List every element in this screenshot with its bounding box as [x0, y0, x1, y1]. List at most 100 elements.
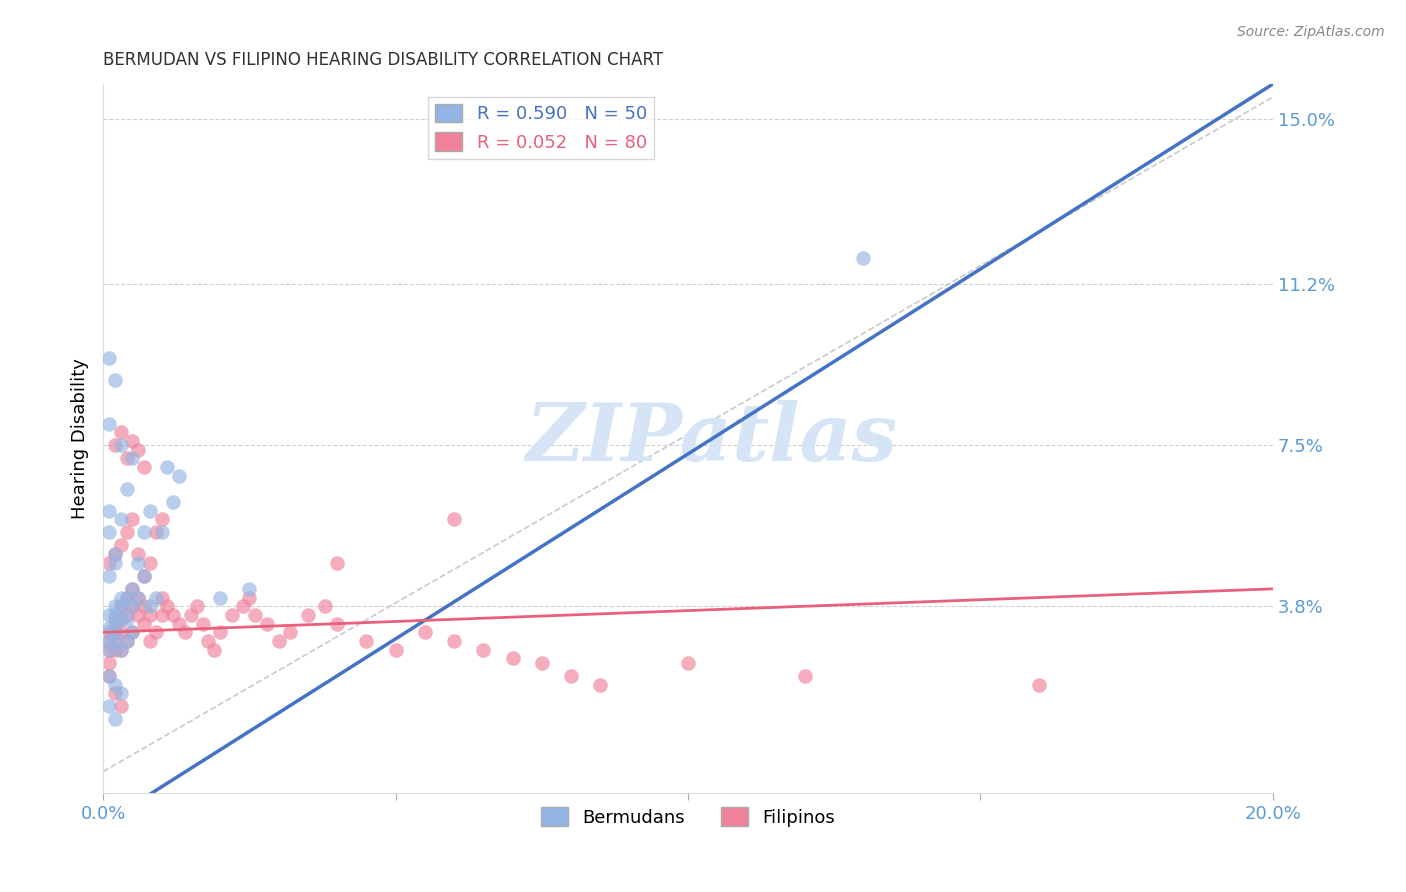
Point	[139, 503, 162, 517]
Point	[98, 607, 121, 622]
Point	[115, 607, 138, 622]
Text: BERMUDAN VS FILIPINO HEARING DISABILITY CORRELATION CHART: BERMUDAN VS FILIPINO HEARING DISABILITY …	[103, 51, 664, 69]
Point	[127, 591, 149, 605]
Point	[98, 669, 121, 683]
Point	[238, 591, 260, 605]
Point	[104, 438, 127, 452]
Point	[852, 251, 875, 265]
Point	[98, 699, 121, 714]
Point	[162, 607, 184, 622]
Point	[104, 616, 127, 631]
Text: Source: ZipAtlas.com: Source: ZipAtlas.com	[1237, 25, 1385, 39]
Point	[127, 442, 149, 457]
Point	[98, 669, 121, 683]
Point	[104, 625, 127, 640]
Point	[110, 599, 132, 614]
Point	[202, 642, 225, 657]
Point	[98, 417, 121, 431]
Point	[98, 556, 121, 570]
Point	[443, 634, 465, 648]
Point	[104, 556, 127, 570]
Point	[560, 669, 582, 683]
Point	[278, 625, 301, 640]
Point	[314, 599, 336, 614]
Point	[115, 634, 138, 648]
Point	[115, 591, 138, 605]
Point	[167, 468, 190, 483]
Point	[115, 634, 138, 648]
Point	[472, 642, 495, 657]
Point	[110, 642, 132, 657]
Point	[98, 656, 121, 670]
Text: ZIPatlas: ZIPatlas	[526, 400, 897, 477]
Point	[115, 482, 138, 496]
Point	[150, 607, 173, 622]
Point	[1028, 677, 1050, 691]
Point	[104, 712, 127, 726]
Point	[589, 677, 612, 691]
Point	[145, 525, 167, 540]
Point	[326, 556, 349, 570]
Point	[132, 569, 155, 583]
Point	[110, 438, 132, 452]
Point	[110, 686, 132, 700]
Point	[167, 616, 190, 631]
Point	[115, 591, 138, 605]
Point	[104, 634, 127, 648]
Point	[267, 634, 290, 648]
Point	[145, 591, 167, 605]
Point	[104, 607, 127, 622]
Point	[104, 547, 127, 561]
Point	[98, 525, 121, 540]
Point	[127, 591, 149, 605]
Point	[156, 599, 179, 614]
Point	[104, 634, 127, 648]
Point	[110, 612, 132, 626]
Legend: Bermudans, Filipinos: Bermudans, Filipinos	[533, 800, 842, 834]
Point	[115, 612, 138, 626]
Point	[676, 656, 699, 670]
Point	[793, 669, 815, 683]
Point	[110, 538, 132, 552]
Point	[121, 451, 143, 466]
Point	[127, 547, 149, 561]
Point	[104, 625, 127, 640]
Point	[326, 616, 349, 631]
Point	[98, 634, 121, 648]
Point	[145, 625, 167, 640]
Point	[98, 503, 121, 517]
Point	[98, 351, 121, 366]
Point	[110, 512, 132, 526]
Point	[98, 621, 121, 635]
Point	[110, 612, 132, 626]
Point	[132, 569, 155, 583]
Point	[209, 625, 232, 640]
Point	[104, 547, 127, 561]
Point	[127, 607, 149, 622]
Point	[150, 591, 173, 605]
Point	[197, 634, 219, 648]
Point	[156, 460, 179, 475]
Point	[132, 599, 155, 614]
Point	[104, 677, 127, 691]
Point	[104, 373, 127, 387]
Point	[243, 607, 266, 622]
Point	[132, 616, 155, 631]
Point	[174, 625, 197, 640]
Point	[110, 642, 132, 657]
Point	[110, 591, 132, 605]
Point	[121, 599, 143, 614]
Point	[413, 625, 436, 640]
Point	[256, 616, 278, 631]
Point	[98, 569, 121, 583]
Point	[139, 556, 162, 570]
Point	[139, 607, 162, 622]
Point	[443, 512, 465, 526]
Point	[110, 625, 132, 640]
Point	[150, 512, 173, 526]
Point	[180, 607, 202, 622]
Point	[121, 582, 143, 596]
Point	[209, 591, 232, 605]
Point	[132, 525, 155, 540]
Point	[139, 634, 162, 648]
